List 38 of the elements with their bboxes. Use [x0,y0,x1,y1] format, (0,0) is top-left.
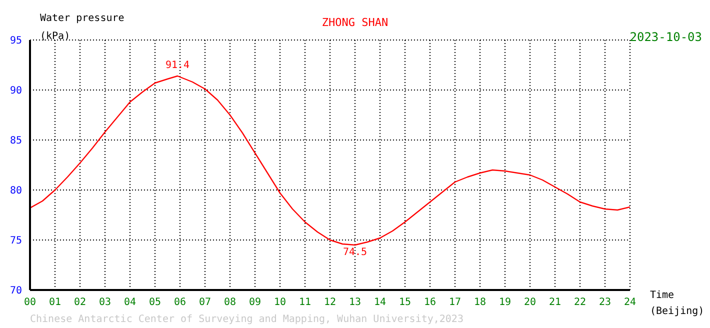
x-tick-label: 02 [74,297,86,308]
x-tick-label: 14 [374,297,386,308]
x-tick-label: 03 [98,297,112,308]
x-tick-label: 18 [474,297,486,308]
x-tick-label: 00 [24,297,36,308]
annotation: 91.4 [164,60,191,71]
x-tick-label: 10 [274,297,286,308]
x-tick-label: 05 [148,297,162,308]
x-tick-label: 19 [498,297,512,308]
x-tick-label: 13 [348,297,362,308]
y-tick-label: 70 [10,286,22,297]
y-axis-title: Water pressure (kPa) [40,12,124,44]
x-tick-label: 08 [224,297,236,308]
chart-title: ZHONG SHAN [322,16,388,29]
y-tick-label: 80 [10,186,22,197]
x-tick-label: 06 [174,297,186,308]
x-tick-label: 11 [298,297,312,308]
y-tick-label: 85 [10,136,22,147]
x-tick-label: 15 [398,297,412,308]
y-tick-label: 95 [10,36,22,47]
x-tick-label: 04 [124,297,136,308]
x-tick-label: 24 [624,297,636,308]
x-tick-label: 22 [574,297,586,308]
x-tick-label: 09 [248,297,262,308]
y-tick-label: 90 [10,86,22,97]
x-tick-label: 07 [198,297,212,308]
y-tick-label: 75 [10,236,22,247]
line-series [30,75,630,246]
text: 2023-10-03 [630,30,702,44]
x-tick-label: 01 [48,297,62,308]
annotation: 74.5 [342,247,368,258]
x-tick-label: 17 [448,297,462,308]
x-tick-label: 12 [324,297,336,308]
x-tick-label: 16 [424,297,436,308]
x-tick-label: 20 [524,297,536,308]
x-axis-title: Time (Beijing) [650,289,704,319]
x-tick-label: 21 [548,297,562,308]
x-tick-label: 23 [598,297,612,308]
